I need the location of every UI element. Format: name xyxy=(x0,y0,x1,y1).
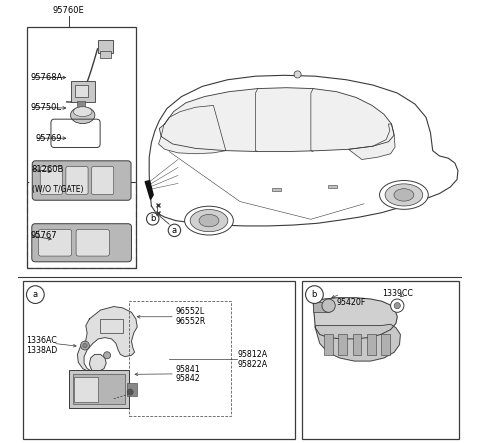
Bar xyxy=(129,301,231,416)
Polygon shape xyxy=(77,307,137,372)
Bar xyxy=(77,101,85,108)
Circle shape xyxy=(294,71,301,78)
Text: 95420F: 95420F xyxy=(336,298,366,307)
Text: b: b xyxy=(312,290,317,299)
Ellipse shape xyxy=(73,107,92,117)
Circle shape xyxy=(26,286,44,303)
Text: 95760E: 95760E xyxy=(53,6,84,15)
Circle shape xyxy=(146,213,159,225)
Polygon shape xyxy=(149,75,458,226)
Text: 95767: 95767 xyxy=(31,231,58,240)
Text: 81260B: 81260B xyxy=(31,165,63,174)
Ellipse shape xyxy=(385,184,423,206)
Bar xyxy=(27,27,136,268)
Text: 95842: 95842 xyxy=(176,374,201,383)
Bar xyxy=(367,334,375,355)
Bar xyxy=(272,188,281,191)
Polygon shape xyxy=(158,105,226,154)
FancyBboxPatch shape xyxy=(32,224,132,262)
Text: 1339CC: 1339CC xyxy=(382,289,413,298)
Bar xyxy=(97,40,113,53)
Bar xyxy=(70,370,129,408)
Ellipse shape xyxy=(185,206,233,235)
Bar xyxy=(100,51,111,58)
Circle shape xyxy=(83,343,87,348)
Text: b: b xyxy=(150,214,156,223)
Bar xyxy=(75,85,87,97)
Circle shape xyxy=(322,299,335,312)
Ellipse shape xyxy=(199,214,219,227)
Polygon shape xyxy=(159,88,394,152)
Polygon shape xyxy=(315,324,400,361)
Text: 1338AD: 1338AD xyxy=(26,346,58,355)
Bar xyxy=(313,302,329,312)
Text: 1336AC: 1336AC xyxy=(26,336,57,345)
Bar xyxy=(302,281,459,439)
Text: 95750L: 95750L xyxy=(31,103,62,112)
Ellipse shape xyxy=(380,181,428,210)
Polygon shape xyxy=(348,124,395,159)
Ellipse shape xyxy=(394,189,414,201)
Circle shape xyxy=(168,224,180,237)
Bar xyxy=(27,182,136,268)
Ellipse shape xyxy=(190,210,228,232)
Polygon shape xyxy=(313,298,397,339)
Text: 95768A: 95768A xyxy=(31,73,63,82)
Bar xyxy=(328,185,336,188)
Bar xyxy=(74,377,98,402)
Text: 96552L: 96552L xyxy=(176,307,205,316)
Bar xyxy=(352,334,361,355)
Text: (W/O T/GATE): (W/O T/GATE) xyxy=(32,185,84,194)
Bar xyxy=(324,334,333,355)
FancyBboxPatch shape xyxy=(66,167,88,194)
Text: a: a xyxy=(172,226,177,235)
FancyBboxPatch shape xyxy=(40,167,62,194)
FancyBboxPatch shape xyxy=(76,229,109,256)
Bar xyxy=(71,81,95,102)
Text: a: a xyxy=(33,290,38,299)
Bar xyxy=(338,334,347,355)
Text: 95769: 95769 xyxy=(36,134,62,143)
Bar xyxy=(72,374,125,404)
Circle shape xyxy=(391,299,404,312)
Text: 95841: 95841 xyxy=(176,365,201,374)
Circle shape xyxy=(104,352,111,359)
Bar xyxy=(127,383,137,396)
Circle shape xyxy=(306,286,324,303)
Text: 95822A: 95822A xyxy=(238,360,268,369)
Circle shape xyxy=(127,389,133,395)
Bar xyxy=(100,319,123,333)
Text: 96552R: 96552R xyxy=(176,317,206,326)
FancyBboxPatch shape xyxy=(92,167,114,194)
Circle shape xyxy=(394,303,400,309)
Polygon shape xyxy=(145,181,153,199)
Bar xyxy=(23,281,295,439)
FancyBboxPatch shape xyxy=(32,161,131,200)
Text: 95812A: 95812A xyxy=(238,350,268,359)
Ellipse shape xyxy=(71,107,95,124)
Bar xyxy=(381,334,390,355)
FancyBboxPatch shape xyxy=(38,229,72,256)
Circle shape xyxy=(81,341,89,350)
